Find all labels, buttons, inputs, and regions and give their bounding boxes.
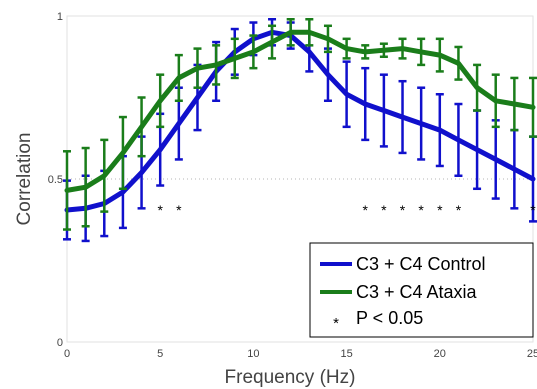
data-point	[512, 167, 516, 171]
legend: C3 + C4 Control C3 + C4 Ataxia * P < 0.0…	[309, 242, 534, 338]
data-point	[326, 37, 330, 41]
data-point	[401, 115, 405, 119]
significance-marker: *	[530, 202, 536, 218]
series-c3-c4-control	[63, 18, 537, 243]
legend-label-ataxia: C3 + C4 Ataxia	[356, 282, 478, 302]
x-tick-label-10: 10	[247, 348, 259, 360]
significance-marker: *	[381, 202, 387, 218]
data-point	[251, 50, 255, 54]
data-point	[494, 157, 498, 161]
data-point	[494, 99, 498, 103]
significance-marker: *	[400, 202, 406, 218]
data-point	[214, 63, 218, 67]
data-point	[158, 99, 162, 103]
data-point	[270, 40, 274, 44]
data-point	[307, 50, 311, 54]
data-point	[326, 73, 330, 77]
data-point	[177, 76, 181, 80]
significance-markers: * * * * * * * * *	[157, 202, 536, 218]
data-point	[363, 102, 367, 106]
data-point	[102, 174, 106, 178]
data-point	[140, 125, 144, 129]
data-point	[345, 92, 349, 96]
data-point	[382, 48, 386, 52]
data-point	[177, 122, 181, 126]
significance-marker: *	[176, 202, 182, 218]
data-point	[419, 50, 423, 54]
series-line	[64, 29, 536, 213]
x-axis-label: Frequency (Hz)	[225, 367, 356, 388]
series-c3-c4-ataxia	[63, 18, 537, 231]
data-point	[345, 47, 349, 51]
data-point	[419, 122, 423, 126]
x-tick-label-0: 0	[64, 348, 70, 360]
data-point	[531, 177, 535, 181]
data-point	[121, 190, 125, 194]
legend-label-control: C3 + C4 Control	[356, 254, 486, 274]
data-point	[475, 148, 479, 152]
data-point	[438, 53, 442, 57]
significance-marker: *	[418, 202, 424, 218]
x-tick-label-20: 20	[434, 348, 446, 360]
data-point	[512, 102, 516, 106]
data-point	[121, 151, 125, 155]
significance-marker: *	[157, 202, 163, 218]
data-point	[65, 188, 69, 192]
y-tick-label-2: 1	[57, 11, 63, 23]
data-point	[363, 50, 367, 54]
significance-marker: *	[456, 202, 462, 218]
data-point	[456, 61, 460, 65]
data-point	[456, 138, 460, 142]
data-point	[475, 86, 479, 90]
y-tick-label-1: 0.5	[48, 174, 63, 186]
data-point	[401, 47, 405, 51]
significance-marker: *	[437, 202, 443, 218]
x-tick-label-25: 25	[527, 348, 537, 360]
series-layer	[63, 18, 537, 243]
series-line	[64, 29, 536, 193]
data-point	[84, 185, 88, 189]
y-tick-label-0: 0	[57, 337, 63, 349]
data-point	[233, 56, 237, 60]
x-tick-label-15: 15	[340, 348, 352, 360]
legend-marker-significance: *	[333, 315, 339, 332]
y-axis-label: Correlation	[14, 133, 35, 226]
data-point	[140, 170, 144, 174]
legend-label-significance: P < 0.05	[356, 308, 423, 328]
data-point	[289, 30, 293, 34]
tick-labels: 0 5 10 15 20 25 0 0.5 1	[48, 11, 537, 360]
data-point	[195, 66, 199, 70]
data-point	[307, 30, 311, 34]
significance-marker: *	[363, 202, 369, 218]
data-point	[158, 148, 162, 152]
data-point	[195, 96, 199, 99]
x-tick-label-5: 5	[157, 348, 163, 360]
data-point	[531, 105, 535, 109]
data-point	[438, 128, 442, 132]
data-point	[382, 109, 386, 113]
